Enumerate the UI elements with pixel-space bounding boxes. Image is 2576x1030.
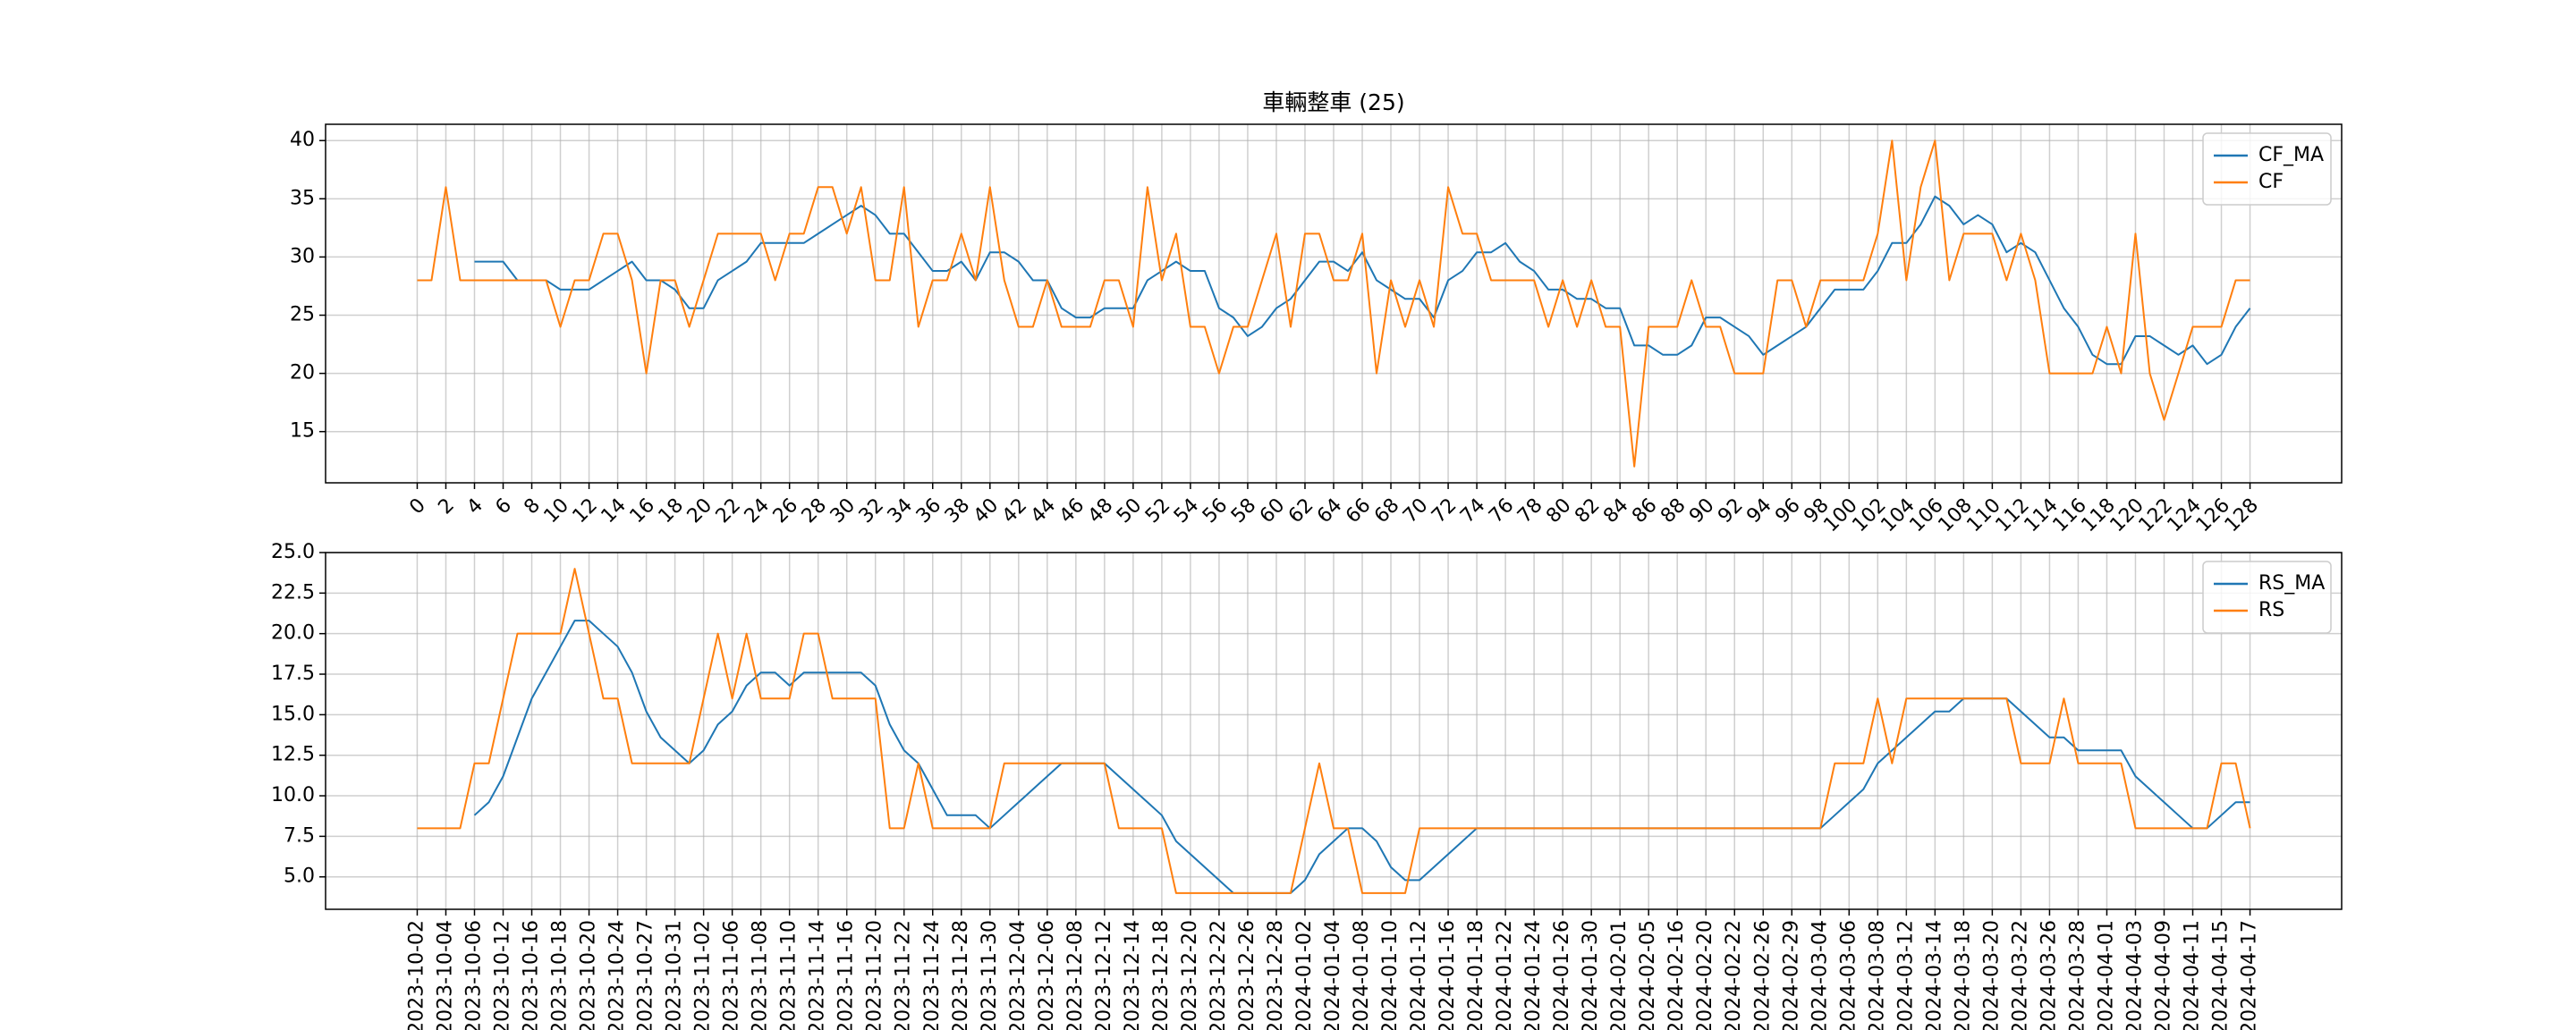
y-tick-label: 5.0 (284, 865, 315, 888)
chart-title: 車輛整車 (25) (1262, 89, 1404, 115)
y-tick-label: 22.5 (271, 581, 315, 604)
legend-box (2202, 561, 2332, 634)
y-tick-label: 17.5 (271, 663, 315, 685)
x-tick-label: 2024-04-17 (2239, 920, 2261, 1030)
x-tick-label: 2024-04-09 (2152, 920, 2174, 1030)
y-tick-label: 10.0 (271, 784, 315, 806)
x-tick-label: 2023-10-31 (664, 920, 686, 1030)
x-tick-label: 2024-02-16 (1665, 920, 1688, 1030)
y-tick-label: 35 (290, 187, 315, 209)
x-tick-label: 2023-10-27 (635, 920, 657, 1030)
series-line (473, 620, 2250, 894)
x-tick-label: 2023-10-06 (462, 920, 485, 1030)
series-line (417, 568, 2251, 894)
y-tick-label: 20 (290, 362, 315, 384)
series-line (474, 195, 2251, 366)
x-tick-label: 2024-03-06 (1837, 920, 1860, 1030)
x-tick-label: 2024-01-12 (1408, 920, 1430, 1030)
x-tick-label: 2023-10-12 (492, 920, 514, 1030)
x-tick-label: 2023-11-30 (979, 920, 1001, 1030)
x-tick-label: 2024-01-26 (1551, 920, 1573, 1030)
x-tick-label: 2024-03-22 (2009, 920, 2031, 1030)
x-tick-label: 2024-03-18 (1952, 920, 1974, 1030)
y-tick-label: 12.5 (271, 744, 315, 766)
x-tick-label: 2024-03-14 (1923, 920, 1945, 1030)
x-tick-label: 2023-11-10 (778, 920, 801, 1030)
x-tick-label: 2024-04-11 (2182, 920, 2204, 1030)
x-tick-label: 2023-11-24 (921, 920, 944, 1030)
x-tick-label: 2023-12-12 (1093, 920, 1115, 1030)
y-tick-label: 25 (290, 304, 315, 326)
x-tick-label: 2023-11-16 (835, 920, 858, 1030)
legend-label: CF_MA (2258, 144, 2324, 166)
x-tick-label: 2024-01-30 (1580, 920, 1602, 1030)
x-tick-label: 2024-02-29 (1780, 920, 1802, 1030)
x-tick-label: 2024-02-20 (1694, 920, 1716, 1030)
x-tick-label: 2023-11-20 (864, 920, 886, 1030)
x-tick-label: 2023-10-02 (405, 920, 428, 1030)
x-tick-label: 2024-01-02 (1293, 920, 1316, 1030)
axes-frame (325, 552, 2343, 910)
legend-box (2202, 132, 2332, 206)
x-tick-label: 2023-12-26 (1236, 920, 1258, 1030)
x-tick-label: 2024-04-15 (2210, 920, 2233, 1030)
x-tick-label: 2023-12-04 (1007, 920, 1030, 1030)
y-tick-label: 7.5 (284, 824, 315, 847)
y-tick-label: 15.0 (271, 703, 315, 725)
axes: 5.0 7.5 10.0 12.5 15.0 17.5 20.0 22.5 25.0 2023-1… (271, 541, 2343, 1030)
x-tick-label: 2024-04-01 (2095, 920, 2117, 1030)
x-tick-label: 2023-10-18 (549, 920, 572, 1030)
x-tick-label: 2024-02-01 (1608, 920, 1631, 1030)
legend: CF_MA CF (2202, 132, 2332, 206)
x-tick-label: 2023-11-02 (692, 920, 715, 1030)
x-tick-label: 2024-02-22 (1723, 920, 1745, 1030)
x-tick-label: 2023-12-28 (1265, 920, 1287, 1030)
axes-frame (325, 123, 2343, 484)
x-tick-label: 2024-01-24 (1522, 920, 1545, 1030)
x-tick-label: 2024-01-18 (1465, 920, 1487, 1030)
legend-label: CF (2258, 171, 2284, 193)
legend: RS_MA RS (2202, 561, 2332, 634)
legend-label: RS (2258, 599, 2284, 621)
x-tick-label: 2023-12-18 (1150, 920, 1173, 1030)
x-tick-label: 2023-12-08 (1064, 920, 1087, 1030)
x-tick-label: 2024-04-03 (2123, 920, 2146, 1030)
x-tick-label: 2024-03-08 (1866, 920, 1888, 1030)
x-tick-label: 2024-01-22 (1494, 920, 1516, 1030)
x-tick-label: 2023-11-14 (807, 920, 829, 1030)
x-tick-label: 2023-12-14 (1122, 920, 1144, 1030)
x-tick-label: 2023-12-20 (1179, 920, 1201, 1030)
y-tick-label: 15 (290, 420, 315, 443)
x-tick-label: 2024-01-04 (1322, 920, 1344, 1030)
x-tick-label: 2023-11-22 (893, 920, 915, 1030)
x-tick-label: 2024-03-26 (2038, 920, 2060, 1030)
x-tick-label: 2023-10-16 (521, 920, 543, 1030)
y-tick-label: 40 (290, 129, 315, 151)
x-tick-label: 2023-11-08 (750, 920, 772, 1030)
legend-label: RS_MA (2258, 572, 2325, 595)
x-tick-label: 2024-01-10 (1379, 920, 1402, 1030)
y-tick-label: 25.0 (271, 541, 315, 563)
x-tick-label: 2023-11-28 (950, 920, 972, 1030)
x-tick-label: 2024-03-28 (2066, 920, 2089, 1030)
series-line (417, 139, 2250, 468)
x-tick-label: 2023-12-06 (1036, 920, 1058, 1030)
x-tick-label: 2024-02-05 (1637, 920, 1659, 1030)
x-tick-label: 2023-11-06 (721, 920, 743, 1030)
x-tick-label: 2023-10-24 (606, 920, 629, 1030)
y-tick-label: 30 (290, 245, 315, 267)
x-tick-label: 2024-03-04 (1809, 920, 1831, 1030)
x-tick-label: 2024-03-20 (1980, 920, 2003, 1030)
x-tick-label: 2023-10-20 (578, 920, 600, 1030)
x-tick-label: 2023-10-04 (434, 920, 456, 1030)
y-tick-label: 20.0 (271, 622, 315, 645)
x-tick-label: 2024-01-16 (1436, 920, 1459, 1030)
x-tick-label: 2023-12-22 (1208, 920, 1230, 1030)
x-tick-label: 2024-03-12 (1894, 920, 1917, 1030)
x-tick-label: 2024-01-08 (1351, 920, 1373, 1030)
x-tick-label: 2024-02-26 (1751, 920, 1774, 1030)
